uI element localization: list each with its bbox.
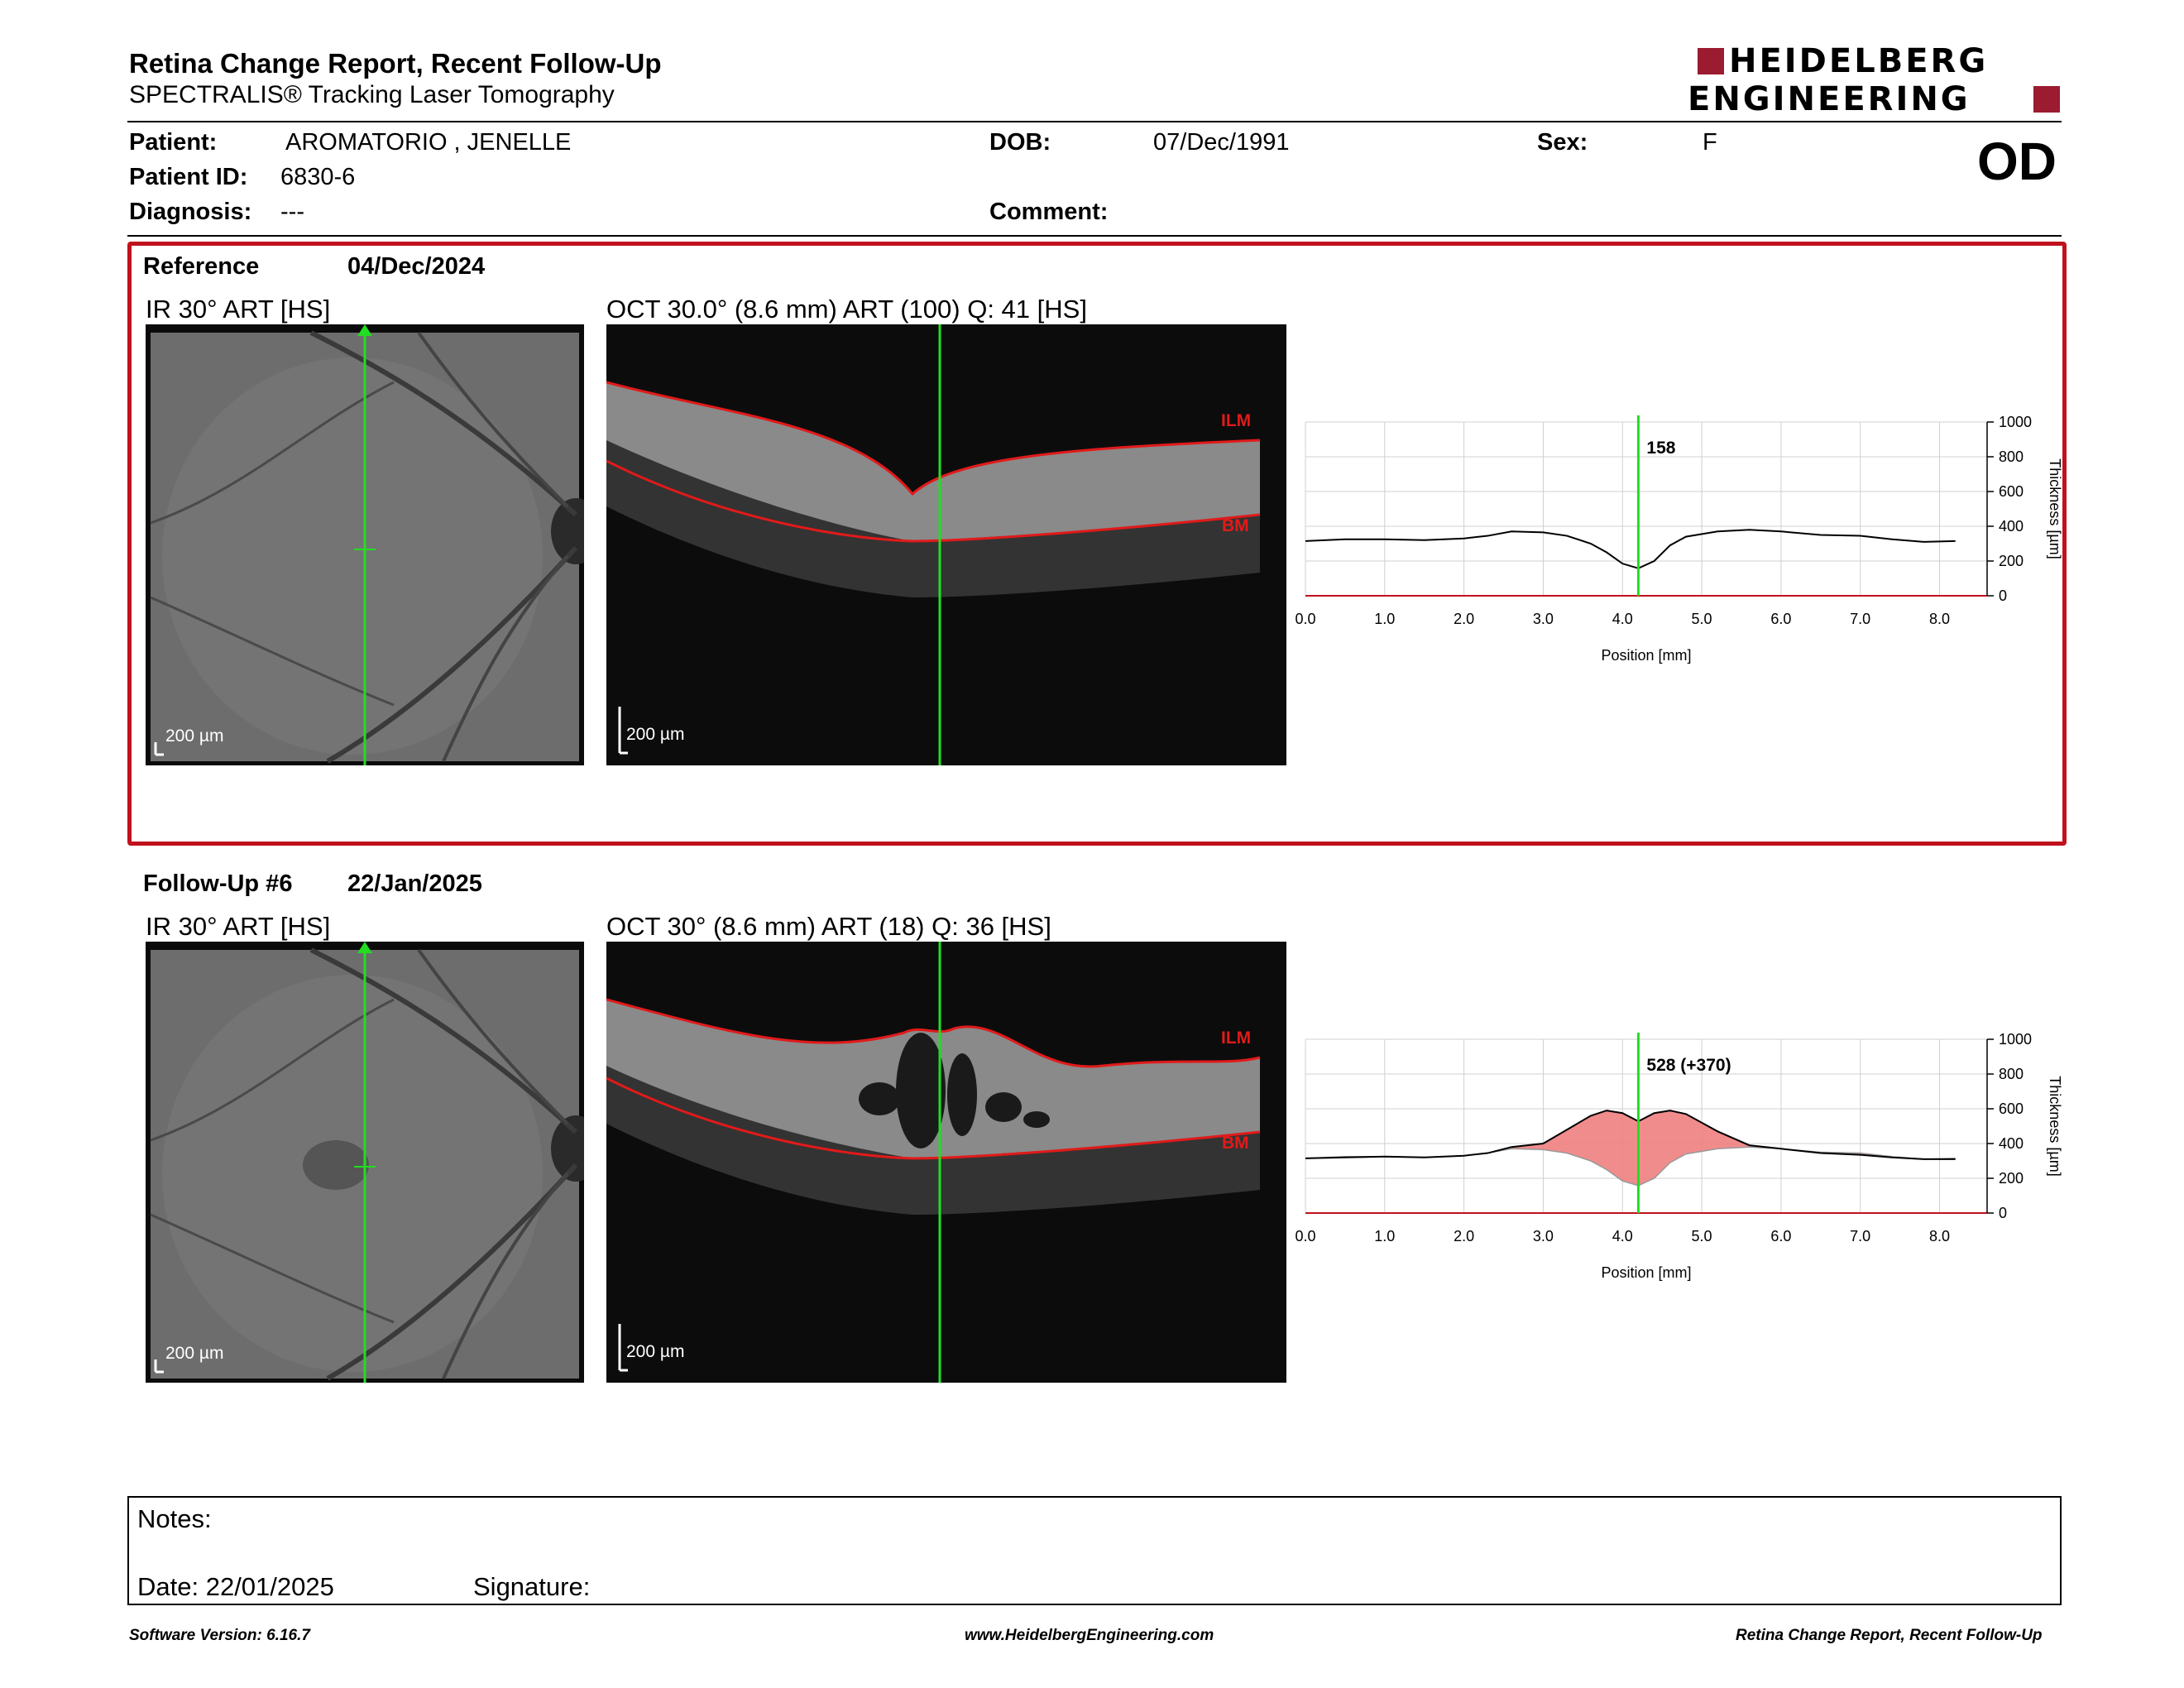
x-tick-label: 1.0 [1374, 611, 1395, 627]
followup-ir-image: 200 µm [146, 942, 584, 1383]
comment-label: Comment: [989, 199, 1109, 225]
change-area [1305, 1110, 1956, 1186]
y-tick-label: 600 [1999, 1101, 2024, 1117]
patient-name: AROMATORIO , JENELLE [285, 129, 572, 156]
followup-oct-image: ILM BM 200 µm [606, 942, 1286, 1383]
x-tick-label: 2.0 [1454, 1228, 1474, 1244]
x-tick-label: 3.0 [1533, 611, 1554, 627]
y-tick-label: 400 [1999, 1135, 2024, 1152]
y-tick-label: 0 [1999, 1205, 2007, 1221]
marker-value-label: 528 (+370) [1646, 1056, 1731, 1075]
reference-label: Reference [143, 253, 260, 280]
sex-label: Sex: [1537, 129, 1588, 156]
x-tick-label: 5.0 [1692, 1228, 1712, 1244]
y-tick-label: 400 [1999, 518, 2024, 535]
ilm-label: ILM [1221, 411, 1252, 430]
x-axis-label: Position [mm] [1601, 1264, 1691, 1281]
reference-ir-title: IR 30° ART [HS] [146, 295, 331, 324]
ir-scale-label: 200 µm [165, 727, 224, 746]
ir-scale-label: 200 µm [165, 1344, 224, 1363]
x-tick-label: 6.0 [1770, 611, 1791, 627]
x-tick-label: 8.0 [1929, 611, 1950, 627]
thickness-line [1305, 529, 1956, 569]
fundus-image [150, 324, 584, 765]
x-tick-label: 2.0 [1454, 611, 1474, 627]
report-subtitle: SPECTRALIS® Tracking Laser Tomography [129, 81, 615, 108]
y-tick-label: 1000 [1999, 414, 2032, 430]
bm-label: BM [1222, 516, 1249, 535]
logo-line1: HEIDELBERG [1729, 42, 1989, 80]
x-tick-label: 0.0 [1295, 1228, 1315, 1244]
reference-section [127, 242, 2067, 846]
reference-thickness-chart: 0 200 400 600 800 1000 0.0 1.0 2.0 3.0 4.0 5.0 6.0 7.… [1295, 414, 2063, 664]
x-tick-label: 0.0 [1295, 611, 1315, 627]
x-tick-label: 4.0 [1612, 1228, 1633, 1244]
followup-thickness-chart: 0 200 400 600 800 1000 0.0 1.0 2.0 3.0 4.0 5.0 6.0 7.… [1295, 1031, 2063, 1281]
dob-label: DOB: [989, 129, 1051, 156]
oct-scale-label: 200 µm [626, 725, 685, 744]
report-title: Retina Change Report, Recent Follow-Up [129, 48, 662, 79]
notes-box[interactable]: Notes: Date: 22/01/2025 Signature: [127, 1496, 2062, 1605]
bm-label: BM [1222, 1134, 1249, 1153]
patient-label: Patient: [129, 129, 218, 156]
oct-bscan [606, 942, 1286, 1383]
followup-label: Follow-Up #6 [143, 870, 293, 897]
footer-website[interactable]: www.HeidelbergEngineering.com [965, 1627, 1214, 1644]
y-tick-label: 800 [1999, 448, 2024, 465]
x-tick-label: 8.0 [1929, 1228, 1950, 1244]
diagnosis-value: --- [280, 199, 304, 225]
header-divider [127, 121, 2062, 122]
reference-ir-image: 200 µm [146, 324, 584, 765]
logo-square-bottom [2033, 86, 2060, 113]
notes-date: Date: 22/01/2025 [137, 1572, 334, 1601]
y-axis-label: Thickness [µm] [2047, 1076, 2063, 1176]
y-tick-label: 0 [1999, 587, 2007, 604]
reference-oct-title: OCT 30.0° (8.6 mm) ART (100) Q: 41 [HS] [606, 295, 1087, 324]
y-tick-label: 200 [1999, 553, 2024, 569]
logo-square-top [1698, 48, 1724, 74]
followup-ir-title: IR 30° ART [HS] [146, 912, 331, 941]
fundus-image [150, 942, 584, 1383]
footer-report: Retina Change Report, Recent Follow-Up [1736, 1627, 2043, 1644]
y-tick-label: 800 [1999, 1066, 2024, 1082]
x-tick-label: 1.0 [1374, 1228, 1395, 1244]
x-tick-label: 7.0 [1850, 1228, 1870, 1244]
x-tick-label: 6.0 [1770, 1228, 1791, 1244]
ilm-label: ILM [1221, 1029, 1252, 1048]
followup-date: 22/Jan/2025 [347, 870, 482, 897]
x-tick-label: 7.0 [1850, 611, 1870, 627]
sex-value: F [1703, 129, 1717, 156]
oct-bscan [606, 324, 1286, 765]
notes-label: Notes: [137, 1504, 212, 1533]
y-tick-label: 200 [1999, 1170, 2024, 1187]
x-tick-label: 4.0 [1612, 611, 1633, 627]
reference-date: 04/Dec/2024 [347, 253, 486, 280]
logo-line2: ENGINEERING [1688, 80, 1971, 118]
y-tick-label: 600 [1999, 483, 2024, 500]
marker-value-label: 158 [1646, 439, 1675, 458]
thickness-line [1305, 1110, 1956, 1160]
patient-id: 6830-6 [280, 164, 356, 190]
patient-id-label: Patient ID: [129, 164, 248, 190]
patient-divider [127, 235, 2062, 237]
y-tick-label: 1000 [1999, 1031, 2032, 1048]
eye-label: OD [1977, 132, 2057, 191]
diagnosis-label: Diagnosis: [129, 199, 252, 225]
reference-oct-image: ILM BM 200 µm [606, 324, 1286, 765]
footer-software: Software Version: 6.16.7 [129, 1627, 310, 1644]
x-tick-label: 5.0 [1692, 611, 1712, 627]
followup-oct-title: OCT 30° (8.6 mm) ART (18) Q: 36 [HS] [606, 912, 1051, 941]
x-tick-label: 3.0 [1533, 1228, 1554, 1244]
oct-scale-label: 200 µm [626, 1342, 685, 1361]
signature-label: Signature: [473, 1572, 591, 1601]
y-axis-label: Thickness [µm] [2047, 458, 2063, 559]
dob-value: 07/Dec/1991 [1153, 129, 1290, 156]
x-axis-label: Position [mm] [1601, 647, 1691, 664]
